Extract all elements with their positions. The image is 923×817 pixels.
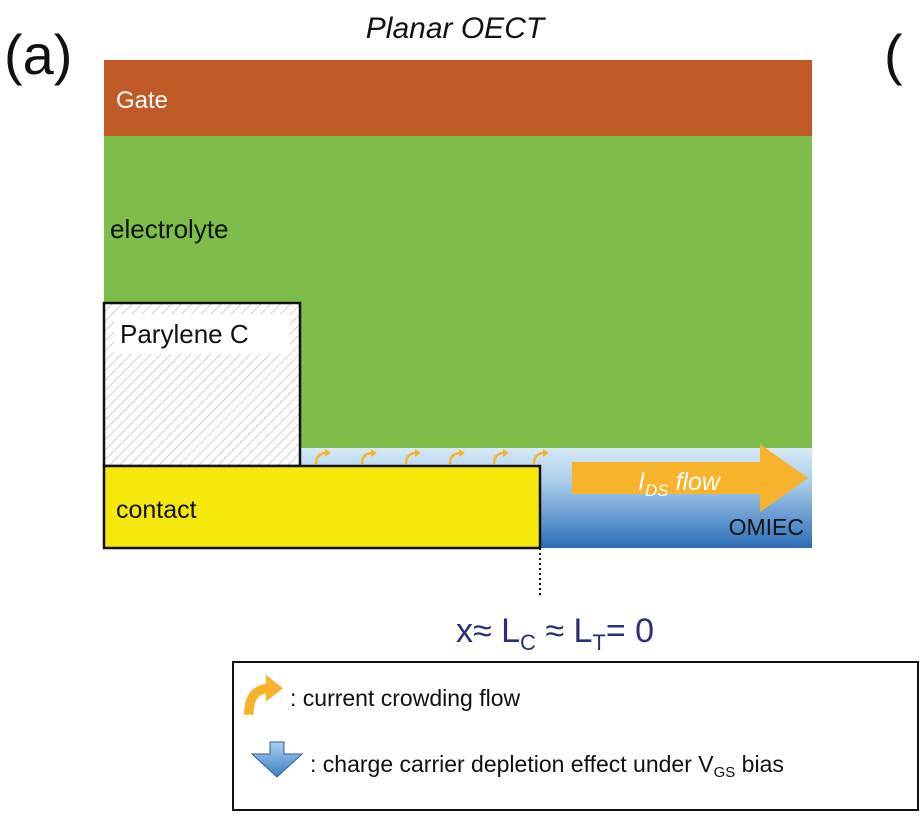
crowding-legend-icon <box>244 674 283 716</box>
gate-label: Gate <box>116 87 168 114</box>
ids-flow-main: I <box>638 468 645 496</box>
parylene-label: Parylene C <box>120 319 249 349</box>
contact-layer <box>102 464 542 550</box>
ids-flow-suffix: flow <box>669 468 722 496</box>
legend-box <box>232 661 919 811</box>
ids-flow-label: IDS flow <box>638 468 722 500</box>
contact-label: contact <box>116 496 197 524</box>
gate-layer <box>104 60 812 136</box>
ids-flow-arrow <box>572 444 808 512</box>
right-panel-label-fragment: ( <box>884 23 903 86</box>
panel-label: (a) <box>4 23 72 86</box>
crowding-legend-text: : current crowding flow <box>290 685 520 711</box>
depletion-legend-text: : charge carrier depletion effect under … <box>310 751 784 781</box>
diagram-title: Planar OECT <box>366 12 547 45</box>
depletion-arrow-icon <box>250 741 304 778</box>
electrolyte-label: electrolyte <box>110 214 229 244</box>
ids-flow-sub: DS <box>645 481 669 500</box>
position-equation: x≈ LC ≈ LT= 0 <box>456 612 654 655</box>
parylene-label-bg <box>114 314 290 354</box>
omiec-label: OMIEC <box>729 514 804 540</box>
